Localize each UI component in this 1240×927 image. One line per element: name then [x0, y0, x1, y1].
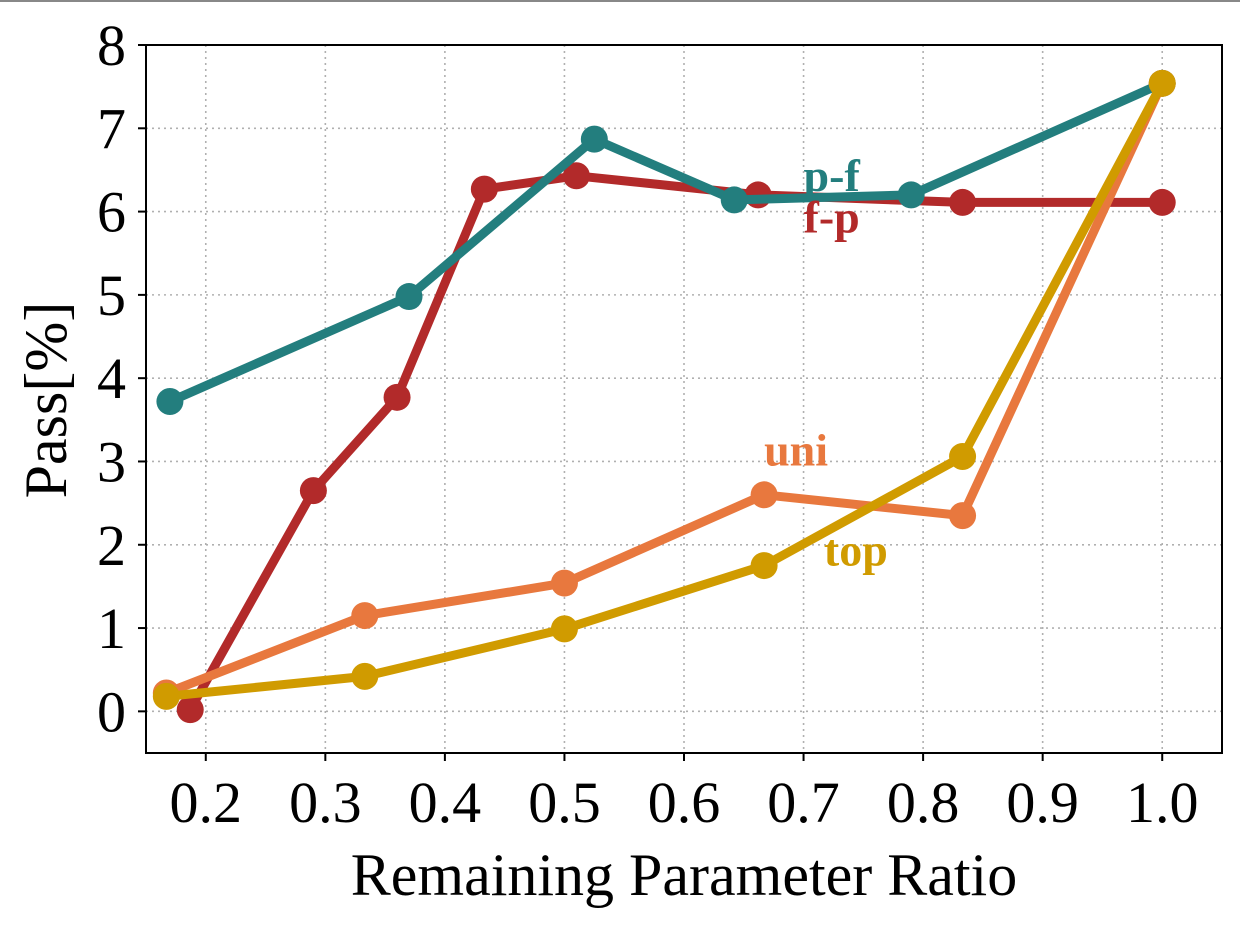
series-line-uni — [161, 78, 1167, 698]
series-line-top — [161, 78, 1167, 701]
series-line-p-f — [165, 78, 1167, 406]
data-point-p-f — [897, 181, 925, 209]
series-f-p — [176, 162, 1176, 724]
data-point-f-p — [1148, 188, 1176, 216]
data-point-uni — [550, 569, 578, 597]
series-label-f-p: f-p — [804, 191, 860, 242]
y-tick-label: 4 — [97, 346, 126, 411]
data-point-top — [152, 682, 180, 710]
x-tick-label: 0.2 — [170, 770, 243, 835]
data-point-f-p — [562, 162, 590, 190]
series-p-f — [156, 69, 1176, 415]
x-axis-label: Remaining Parameter Ratio — [351, 842, 1017, 908]
series-label-p-f: p-f — [804, 150, 861, 201]
series-top — [152, 69, 1176, 710]
data-point-p-f — [720, 186, 748, 214]
data-point-f-p — [949, 188, 977, 216]
data-point-f-p — [299, 477, 327, 505]
y-tick-label: 0 — [97, 679, 126, 744]
x-tick-label: 0.7 — [767, 770, 840, 835]
y-axis: 0 1 2 3 4 5 6 7 8 — [97, 13, 146, 744]
data-point-p-f — [580, 125, 608, 153]
x-tick-label: 0.8 — [887, 770, 960, 835]
data-point-top — [550, 615, 578, 643]
data-point-f-p — [470, 175, 498, 203]
data-point-top — [750, 552, 778, 580]
series-line-f-p — [185, 171, 1167, 715]
y-tick-label: 6 — [97, 180, 126, 245]
y-tick-label: 1 — [97, 596, 126, 661]
series-label-top: top — [824, 525, 888, 576]
data-point-f-p — [383, 383, 411, 411]
x-tick-label: 0.9 — [1006, 770, 1079, 835]
y-tick-label: 7 — [97, 96, 126, 161]
y-tick-label: 2 — [97, 513, 126, 578]
grid — [146, 44, 1222, 753]
data-point-top — [351, 662, 379, 690]
data-point-uni — [351, 602, 379, 630]
y-axis-label: Pass[%] — [13, 302, 79, 499]
x-tick-label: 0.4 — [409, 770, 482, 835]
x-tick-label: 0.5 — [528, 770, 601, 835]
series-label-uni: uni — [764, 425, 828, 476]
x-tick-label: 0.6 — [648, 770, 721, 835]
x-tick-label: 0.3 — [289, 770, 362, 835]
data-point-p-f — [156, 387, 184, 415]
x-tick-label: 1.0 — [1126, 770, 1199, 835]
x-axis: 0.2 0.3 0.4 0.5 0.6 0.7 0.8 0.9 1.0 — [170, 753, 1199, 835]
data-point-f-p — [176, 696, 204, 724]
y-tick-label: 3 — [97, 429, 126, 494]
series-layer — [152, 69, 1176, 724]
series-annotations: p-ff-p uni top — [764, 150, 888, 576]
y-tick-label: 8 — [97, 13, 126, 78]
data-point-top — [949, 442, 977, 470]
data-point-top — [1148, 69, 1176, 97]
y-tick-label: 5 — [97, 263, 126, 328]
data-point-uni — [750, 481, 778, 509]
data-point-uni — [949, 502, 977, 530]
data-point-p-f — [395, 283, 423, 311]
